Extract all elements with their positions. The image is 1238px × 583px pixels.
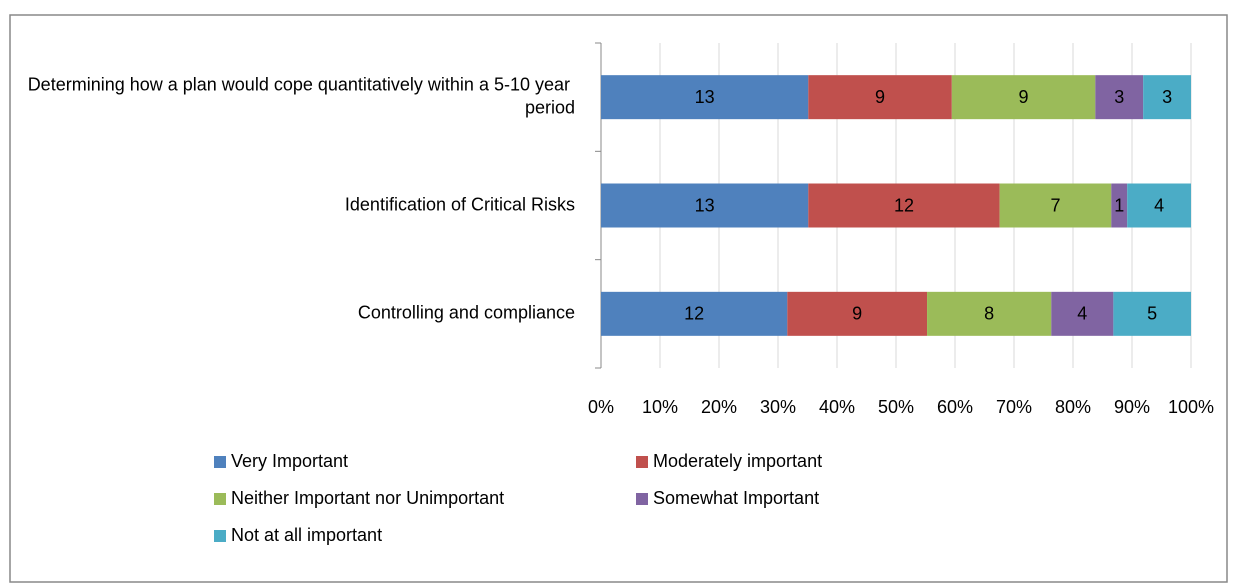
legend-swatch	[214, 456, 226, 468]
bar-segment	[951, 75, 1096, 120]
bar-segment	[927, 291, 1052, 336]
data-label: 13	[695, 87, 715, 107]
bar-segment	[999, 183, 1112, 228]
data-label: 8	[984, 304, 994, 324]
legend-swatch	[214, 493, 226, 505]
x-tick-label: 0%	[588, 397, 614, 417]
data-label: 9	[1019, 87, 1029, 107]
data-label: 4	[1154, 195, 1164, 215]
legend-label: Neither Important nor Unimportant	[231, 488, 504, 508]
bar-segment	[808, 183, 1000, 228]
bar-segment	[808, 75, 952, 120]
bar-segment	[601, 291, 788, 336]
data-label: 12	[684, 304, 704, 324]
legend-label: Very Important	[231, 451, 348, 471]
x-tick-label: 60%	[937, 397, 973, 417]
x-tick-label: 40%	[819, 397, 855, 417]
legend-swatch	[636, 493, 648, 505]
label-line: period	[525, 97, 575, 117]
data-label: 5	[1147, 304, 1157, 324]
y-tick-label: Determining how a plan would cope quanti…	[28, 74, 575, 117]
legend-label: Not at all important	[231, 525, 382, 545]
data-label: 3	[1114, 87, 1124, 107]
x-tick-label: 10%	[642, 397, 678, 417]
label-line: Determining how a plan would cope quanti…	[28, 74, 575, 94]
data-label: 9	[875, 87, 885, 107]
x-tick-label: 90%	[1114, 397, 1150, 417]
data-label: 3	[1162, 87, 1172, 107]
x-tick-label: 80%	[1055, 397, 1091, 417]
x-tick-label: 20%	[701, 397, 737, 417]
legend-label: Moderately important	[653, 451, 822, 471]
legend-swatch	[214, 530, 226, 542]
y-tick-label: Identification of Critical Risks	[345, 194, 575, 214]
bar-segment	[1113, 291, 1191, 336]
bar-segment	[601, 183, 809, 228]
legend-label: Somewhat Important	[653, 488, 819, 508]
x-tick-label: 100%	[1168, 397, 1214, 417]
bar-segment	[1051, 291, 1114, 336]
data-label: 7	[1050, 195, 1060, 215]
bar-segment	[1111, 183, 1128, 228]
data-label: 12	[894, 195, 914, 215]
bar-segment	[1095, 75, 1144, 120]
bar-segment	[1127, 183, 1191, 228]
data-label: 13	[695, 195, 715, 215]
legend-swatch	[636, 456, 648, 468]
x-tick-label: 30%	[760, 397, 796, 417]
y-tick-label: Controlling and compliance	[358, 303, 575, 323]
bar-segment	[787, 291, 928, 336]
bar-segment	[601, 75, 809, 120]
data-label: 9	[852, 304, 862, 324]
bar-segment	[1143, 75, 1191, 120]
x-tick-label: 50%	[878, 397, 914, 417]
x-tick-label: 70%	[996, 397, 1032, 417]
data-label: 1	[1114, 195, 1124, 215]
data-label: 4	[1077, 304, 1087, 324]
